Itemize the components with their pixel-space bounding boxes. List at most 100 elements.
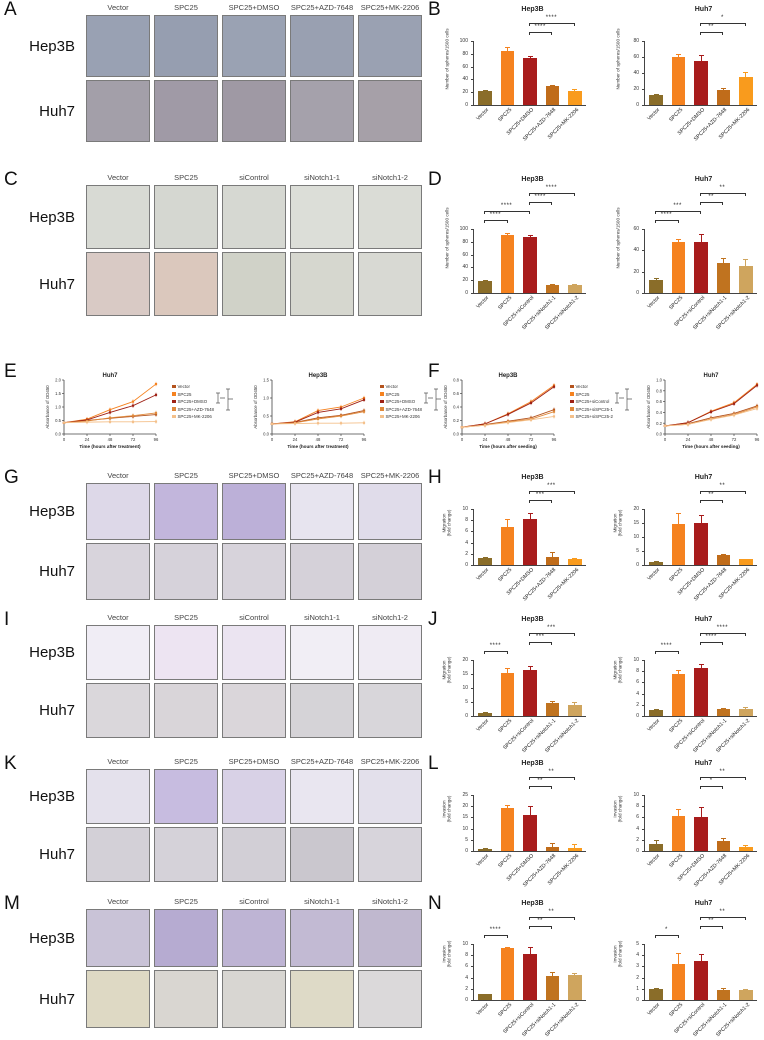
chart-title: Huh7 (694, 176, 713, 183)
sig-bracket-tick (700, 642, 701, 645)
sig-bracket-tick (722, 202, 724, 205)
svg-text:0.6: 0.6 (656, 399, 662, 404)
y-axis-label: Invasion (fold change) (441, 940, 452, 967)
y-tick-mark (642, 271, 644, 273)
y-tick-label: 80 (462, 238, 468, 245)
bar (500, 808, 515, 851)
bar (500, 526, 515, 565)
x-tick-label: Vector (646, 107, 662, 122)
svg-text:0.5: 0.5 (55, 418, 61, 423)
micrograph-tile (290, 827, 354, 882)
sig-bracket (529, 917, 574, 918)
column-header: Vector (107, 3, 129, 12)
y-tick-label: 60 (633, 226, 639, 232)
sig-bracket (700, 32, 723, 33)
y-tick-label: 4 (636, 952, 639, 959)
sig-bracket-tick (655, 211, 657, 214)
legend-marker (570, 392, 574, 396)
column-header: siNotch1-2 (372, 613, 408, 622)
error-bar-cap (482, 89, 488, 91)
svg-text:2.0: 2.0 (55, 378, 61, 383)
row-label: Huh7 (39, 990, 75, 1008)
panel-G: G Vector SPC25 SPC25+DMSO SPC25+AZD-7648 SPC… (0, 468, 424, 610)
bar (478, 558, 492, 565)
x-tick-label: Vector (475, 107, 491, 122)
sig-bracket (655, 935, 678, 936)
micrograph-tile (86, 15, 150, 77)
x-tick-label: Vector (475, 853, 491, 868)
sig-bracket (529, 32, 552, 33)
sig-label: *** (535, 634, 545, 640)
micrograph-tile (358, 909, 422, 967)
sig-bracket (529, 926, 552, 927)
row-label: Hep3B (29, 929, 75, 947)
legend-item: SPC25+siControl (570, 399, 613, 404)
sig-label: **** (489, 643, 502, 649)
y-tick-mark (642, 293, 644, 294)
bar-chart: Huh7 Number of spheres/1500 cells 0 20 40 60 8… (611, 6, 764, 145)
panel-F: F Hep3B Absorbance of OD450 0.0 0.2 0.4 0.6 0.… (424, 362, 764, 468)
y-tick-label: 100 (459, 226, 468, 232)
y-tick-mark (471, 851, 473, 852)
y-axis-label: Migration (fold change) (441, 656, 452, 683)
y-tick-label: 15 (633, 520, 639, 526)
sig-bracket (700, 202, 723, 203)
y-tick-mark (471, 1000, 473, 1001)
error-bar-cap (549, 972, 555, 973)
y-tick-mark (471, 817, 473, 819)
sig-bracket-tick (529, 500, 530, 503)
micrograph-tile (290, 185, 354, 249)
error-bar-cap (482, 712, 488, 714)
legend-marker (380, 384, 384, 389)
x-tick-label: Vector (646, 567, 662, 582)
panel-D-charts: Hep3B Number of spheres/1500 cells 0 20 40 60… (440, 176, 764, 333)
error-bar-cap (482, 557, 488, 559)
sig-bracket (700, 786, 723, 787)
legend-item: Vector (172, 384, 214, 389)
legend: Vector SPC25 SPC25+DMSO SPC25+AZD-7648 SPC25… (172, 384, 214, 419)
sig-bracket (529, 23, 574, 24)
panel-letter-K: K (4, 753, 17, 774)
error-bar (507, 805, 509, 809)
bar (671, 674, 686, 716)
bar (523, 58, 537, 105)
bar (739, 989, 753, 1000)
micrograph-tile (86, 769, 150, 824)
y-tick-label: 0 (636, 102, 639, 108)
y-axis-label: Number of spheres/1500 cells (614, 28, 620, 90)
y-tick-label: 8 (636, 668, 639, 675)
micrograph-tile (222, 683, 286, 738)
bar-chart: Huh7 Invasion (fold change) 0 1 2 3 4 5 * ** ** Vect… (611, 900, 764, 1040)
y-tick-mark (642, 73, 644, 74)
error-bar-cap (549, 843, 555, 845)
chart-title: Hep3B (308, 373, 328, 379)
y-tick-label: 40 (462, 264, 468, 271)
bar-chart: Hep3B Number of spheres/1500 cells 0 20 40 60… (440, 176, 605, 333)
legend-marker (172, 414, 176, 419)
legend-marker (380, 399, 384, 404)
y-tick-mark (642, 955, 644, 957)
sig-label: **** (500, 203, 513, 209)
bar-chart: Huh7 Number of spheres/1500 cells 0 20 40 60 *… (611, 176, 764, 333)
sig-bracket-tick (529, 491, 530, 494)
panel-I: I Vector SPC25 siControl siNotch1-1 siNotch1… (0, 610, 424, 754)
y-tick-mark (642, 977, 644, 979)
svg-text:0.0: 0.0 (263, 432, 269, 437)
error-bar (529, 513, 531, 519)
sig-bracket-tick (529, 211, 530, 214)
sig-bracket (529, 633, 574, 634)
panel-E: E Huh7 Absorbance of OD450 0.0 0.5 1.0 1.5 2.0… (0, 362, 441, 468)
sig-label: **** (489, 212, 502, 218)
y-tick-label: 0 (465, 102, 468, 108)
legend-marker (570, 399, 574, 404)
row-label: Hep3B (29, 37, 75, 55)
y-tick-mark (471, 955, 473, 957)
bar (649, 280, 663, 293)
y-tick-mark (471, 702, 473, 703)
bar (649, 710, 663, 716)
sig-bracket-tick (506, 220, 508, 223)
sig-bracket-tick (529, 642, 530, 645)
column-header: Vector (107, 613, 129, 622)
svg-text:48: 48 (108, 437, 113, 442)
